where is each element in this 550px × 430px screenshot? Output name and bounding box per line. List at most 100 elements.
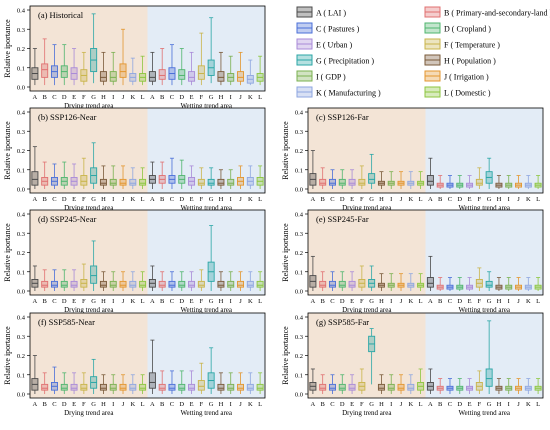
y-tick-label: 0.1	[17, 167, 25, 174]
x-tick-label: E	[468, 401, 472, 408]
x-tick-label: H	[497, 196, 502, 203]
box-J	[397, 383, 405, 391]
box-G	[485, 280, 493, 288]
panel-7: 0.0 0.1 0.2 0.3 0.4 Relative iportance (g) SSP…	[281, 312, 544, 417]
box-F	[80, 383, 88, 391]
box-H	[99, 280, 107, 288]
drying-area-background	[308, 210, 426, 295]
x-tick-label: L	[141, 196, 145, 203]
box-D	[178, 280, 186, 288]
x-tick-label: E	[190, 298, 194, 305]
x-tick-label: L	[258, 401, 262, 408]
x-tick-label: A	[311, 401, 316, 408]
x-tick-label: A	[150, 401, 155, 408]
legend-label-G: G ( Precipitation )	[316, 57, 374, 66]
box-C	[168, 280, 176, 288]
x-tick-label: E	[350, 401, 354, 408]
panel-4: 0.0 0.1 0.2 0.3 0.4 Relative iportance (d) SSP…	[3, 209, 266, 314]
legend-label-J: J ( Irrigation )	[444, 73, 489, 82]
box-H	[217, 178, 225, 186]
box-B	[158, 69, 166, 80]
x-tick-label: F	[82, 298, 86, 305]
legend-label-K: K ( Manufacturing )	[316, 89, 381, 98]
y-tick-label: 0.3	[17, 27, 25, 34]
x-tick-label: F	[360, 401, 364, 408]
legend: A ( LAI ) B ( Primary-and-secondary-land …	[296, 6, 550, 98]
x-tick-label: C	[448, 196, 452, 203]
x-tick-label: H	[101, 94, 106, 101]
box-I	[109, 383, 117, 391]
x-tick-label: D	[457, 298, 462, 305]
x-tick-label: L	[536, 401, 540, 408]
box-A	[426, 277, 434, 288]
box-E	[348, 280, 356, 288]
box-K	[246, 383, 254, 391]
x-tick-label: J	[517, 401, 520, 408]
x-tick-label: C	[448, 298, 452, 305]
y-tick-label: 0.0	[17, 392, 25, 399]
x-tick-label: L	[419, 401, 423, 408]
wetting-area-background	[147, 210, 265, 295]
x-tick-label: J	[239, 401, 242, 408]
box-F	[358, 178, 366, 186]
x-tick-label: A	[428, 196, 433, 203]
drying-area-background	[30, 6, 148, 91]
x-tick-label: I	[230, 298, 232, 305]
x-tick-label: E	[468, 298, 472, 305]
box-D	[178, 69, 186, 80]
x-tick-label: J	[517, 298, 520, 305]
y-axis-label: Relative iportance	[3, 19, 12, 78]
x-tick-label: E	[350, 196, 354, 203]
x-tick-label: E	[72, 94, 76, 101]
box-E	[348, 383, 356, 391]
legend-label-E: E ( Urban )	[316, 41, 353, 50]
y-axis-label: Relative iportance	[281, 223, 290, 282]
y-tick-label: 0.3	[17, 129, 25, 136]
x-tick-label: A	[150, 298, 155, 305]
box-C	[328, 280, 336, 288]
box-B	[41, 280, 49, 288]
x-tick-label: I	[112, 401, 114, 408]
box-D	[178, 383, 186, 391]
y-axis-label: Relative iportance	[281, 326, 290, 385]
x-tick-label: B	[321, 401, 326, 408]
x-tick-label: C	[448, 401, 452, 408]
x-tick-label: L	[141, 298, 145, 305]
box-G	[207, 178, 215, 186]
x-tick-label: C	[52, 94, 56, 101]
x-tick-label: I	[230, 196, 232, 203]
wetting-area-background	[425, 210, 543, 295]
y-tick-label: 0.2	[295, 148, 303, 155]
x-tick-label: G	[209, 196, 214, 203]
y-tick-label: 0.2	[295, 353, 303, 360]
panel-title: (f) SSP585-Near	[38, 317, 95, 327]
x-tick-label: E	[468, 196, 472, 203]
x-tick-label: C	[330, 298, 334, 305]
x-tick-label: B	[438, 196, 443, 203]
x-tick-label: H	[219, 196, 224, 203]
x-tick-label: G	[91, 298, 96, 305]
x-tick-label: K	[408, 401, 413, 408]
x-tick-label: F	[478, 401, 482, 408]
x-tick-label: E	[72, 298, 76, 305]
y-tick-label: 0.2	[17, 353, 25, 360]
x-tick-label: K	[248, 196, 253, 203]
box-F	[197, 280, 205, 288]
box-B	[319, 383, 327, 391]
box-H	[99, 383, 107, 391]
wetting-area-background	[147, 313, 265, 398]
box-L	[139, 178, 147, 186]
x-tick-label: B	[43, 401, 48, 408]
box-L	[256, 280, 264, 288]
x-tick-label: J	[400, 401, 403, 408]
box-J	[119, 280, 127, 288]
y-tick-label: 0.0	[17, 187, 25, 194]
y-tick-label: 0.4	[17, 110, 26, 117]
y-tick-label: 0.4	[17, 212, 26, 219]
region-label: Drying trend area	[342, 409, 392, 417]
x-tick-label: I	[508, 298, 510, 305]
drying-area-background	[308, 313, 426, 398]
box-C	[328, 383, 336, 391]
box-F	[197, 65, 205, 80]
